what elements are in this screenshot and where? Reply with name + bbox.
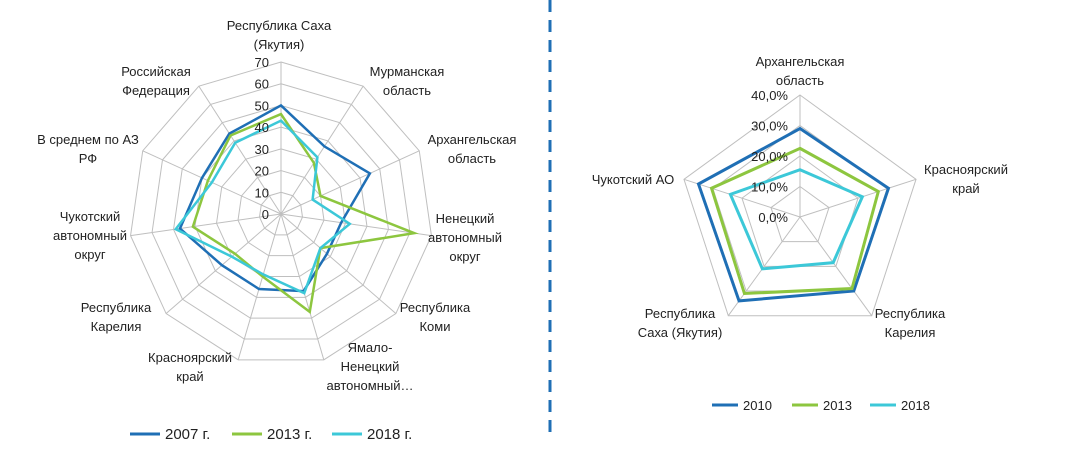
- grid-spoke: [280, 213, 432, 237]
- category-label: Архангельская область: [756, 54, 845, 88]
- legend-label: 2013: [823, 398, 852, 413]
- series-line-3: [728, 168, 865, 271]
- grid-spoke: [130, 213, 282, 237]
- grid-spoke: [237, 213, 282, 360]
- category-label: Ненецкий автономный округ: [428, 211, 502, 264]
- category-label: Республика Карелия: [875, 306, 946, 340]
- series-line-2: [709, 146, 881, 296]
- tick-label: 10: [255, 185, 269, 200]
- legend-label: 2010: [743, 398, 772, 413]
- grid-ring: [194, 126, 368, 298]
- grid-ring: [237, 170, 325, 257]
- tick-label: 40,0%: [751, 88, 788, 103]
- grid-spoke: [280, 213, 325, 360]
- category-label: Чукотский автономный округ: [53, 209, 127, 262]
- tick-label: 0: [262, 207, 269, 222]
- grid-ring: [173, 104, 389, 319]
- grid-ring: [130, 61, 432, 361]
- legend-label: 2013 г.: [267, 426, 312, 443]
- category-label: Республика Коми: [400, 300, 471, 334]
- grid-spoke: [280, 213, 397, 314]
- category-label: Красноярский край: [924, 162, 1008, 196]
- tick-label: 30,0%: [751, 119, 788, 134]
- legend-label: 2018: [901, 398, 930, 413]
- category-label: Республика Карелия: [81, 300, 152, 334]
- grid-ring: [216, 148, 346, 278]
- category-label: Республика Саха (Якутия): [227, 18, 332, 52]
- tick-label: 50: [255, 98, 269, 113]
- category-label: Ямало-Ненецкий автономный…: [326, 340, 413, 393]
- tick-label: 0,0%: [758, 210, 788, 225]
- grid-spoke: [198, 85, 282, 215]
- series-line-2: [191, 112, 419, 315]
- category-label: Республика Саха (Якутия): [638, 306, 723, 340]
- grid-spoke: [683, 178, 801, 218]
- tick-label: 70: [255, 55, 269, 70]
- radar-chart-2: 0,0% 10,0% 20,0% 30,0% 40,0%Архангельская обл…: [592, 54, 1008, 413]
- grid-spoke: [280, 150, 420, 215]
- tick-label: 60: [255, 77, 269, 92]
- grid-spoke: [165, 213, 282, 314]
- series-line-3: [173, 119, 352, 295]
- category-label: Красноярский край: [148, 350, 232, 384]
- tick-label: 30: [255, 142, 269, 157]
- grid-spoke: [799, 216, 873, 316]
- tick-label: 40: [255, 120, 269, 135]
- grid-spoke: [799, 178, 917, 218]
- grid-spoke: [727, 216, 801, 316]
- grid-ring: [151, 83, 411, 340]
- category-label: В среднем по АЗ РФ: [37, 132, 139, 166]
- tick-label: 20,0%: [751, 149, 788, 164]
- legend-label: 2007 г.: [165, 426, 210, 443]
- tick-label: 20: [255, 164, 269, 179]
- series-line-1: [696, 126, 891, 303]
- category-label: Архангельская область: [428, 132, 517, 166]
- grid-spoke: [280, 85, 364, 215]
- grid-ring: [258, 191, 304, 236]
- category-label: Мурманская область: [370, 64, 445, 98]
- category-label: Чукотский АО: [592, 172, 675, 187]
- legend-label: 2018 г.: [367, 426, 412, 443]
- grid-ring: [770, 185, 830, 243]
- grid-ring: [683, 94, 917, 317]
- radar-chart-1: 0 10 20 30 40 50 60 70 Республика Саха (Якутия) Му…: [37, 18, 516, 443]
- tick-label: 10,0%: [751, 180, 788, 195]
- category-label: Российская Федерация: [121, 64, 191, 98]
